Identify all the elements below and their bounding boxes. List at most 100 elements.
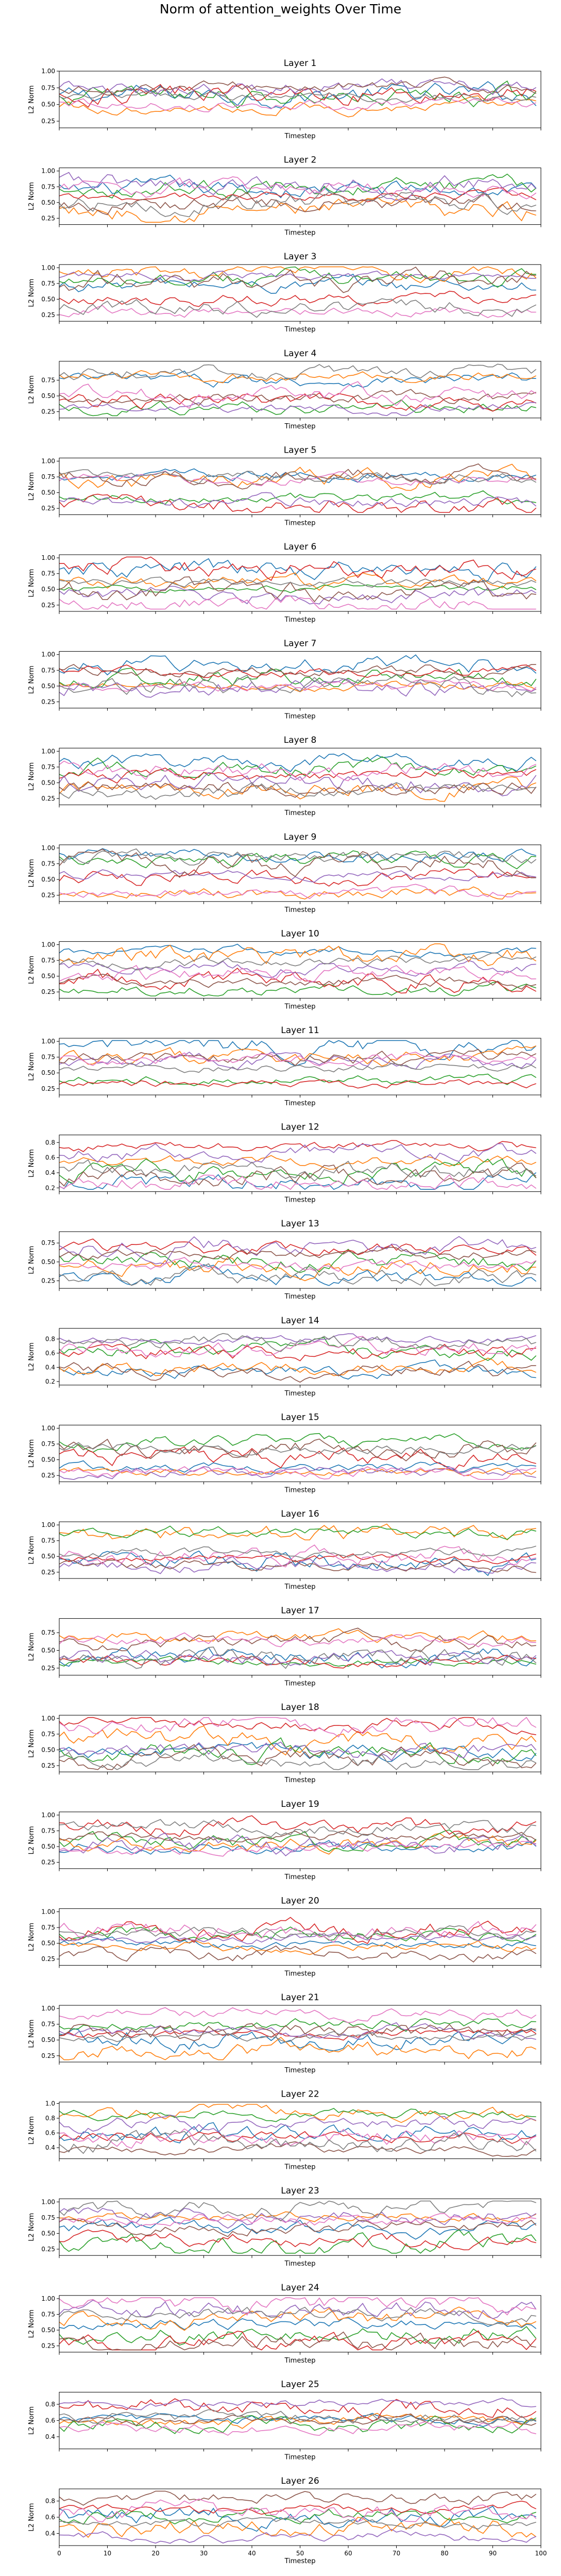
y-tick-label: 0.75 [41,1629,55,1636]
series-line-7 [59,2297,536,2316]
y-tick-label: 0.50 [41,2326,55,2334]
series-line-4 [59,290,536,307]
y-tick-label: 0.25 [41,1859,55,1866]
series-line-6 [59,2218,537,2237]
y-tick-label: 0.25 [41,988,55,995]
series-line-6 [59,1945,537,1963]
y-axis-label: L2 Norm [28,2116,36,2145]
series-line-8 [59,1752,537,1770]
x-axis-label: Timestep [284,2260,316,2268]
series-line-8 [59,2130,537,2154]
subplot-title: Layer 1 [284,58,317,69]
series-line-8 [59,1819,536,1837]
series-line-4 [59,1717,536,1735]
series-line-1 [59,1550,536,1576]
series-line-8 [59,2306,536,2325]
subplot-title: Layer 18 [281,1702,319,1713]
series-line-3 [59,668,537,688]
y-tick-label: 0.25 [41,1955,55,1963]
series-line-1 [59,1742,537,1762]
x-axis-label: Timestep [284,1776,316,1784]
y-tick-label: 1.00 [41,941,55,949]
series-line-3 [59,1337,537,1361]
subplot-layer-9: Layer 9 0.25 0.50 0.75 1.00 Timestep L2 Norm [28,832,541,914]
y-tick-label: 0.50 [41,1746,55,1753]
subplot-title: Layer 13 [281,1219,319,1229]
series-line-8 [59,1333,536,1352]
y-tick-label: 0.75 [41,667,55,674]
series-line-2 [59,95,536,118]
series-line-2 [59,1257,536,1282]
series-line-7 [59,1257,537,1272]
subplot-layer-12: Layer 12 0.2 0.4 0.6 0.8 Timestep L2 Norm [28,1122,541,1204]
series-line-3 [59,266,536,288]
subplot-layer-8: Layer 8 0.25 0.50 0.75 1.00 Timestep L2 Norm [28,735,541,817]
series-line-8 [59,1647,537,1669]
y-tick-label: 0.75 [41,183,55,190]
series-line-5 [59,492,537,508]
series-line-7 [59,595,536,610]
x-tick-label: 70 [393,2550,400,2557]
y-tick-label: 0.75 [41,1440,55,1448]
y-tick-label: 0.25 [41,1665,55,1672]
y-tick-label: 0.4 [45,1169,55,1176]
y-tick-label: 0.50 [41,199,55,206]
series-line-5 [59,172,537,202]
series-line-4 [59,187,537,203]
series-line-6 [59,663,536,679]
x-axis-label: Timestep [284,616,316,624]
series-line-4 [59,493,537,513]
y-tick-label: 0.50 [41,1553,55,1560]
y-tick-label: 1.00 [41,2005,55,2012]
x-tick-label: 30 [200,2550,208,2557]
y-tick-label: 1.00 [41,2198,55,2205]
series-line-3 [59,1829,537,1852]
y-tick-label: 1.00 [41,458,55,465]
series-line-3 [59,2229,537,2254]
subplot-title: Layer 19 [281,1799,319,1809]
series-line-8 [59,1925,536,1940]
axes-frame [59,2198,541,2256]
y-tick-label: 0.75 [41,570,55,577]
series-line-7 [59,965,536,983]
x-axis-label: Timestep [284,1680,316,1688]
series-line-7 [59,1921,537,1943]
series-lines [59,943,537,996]
y-tick-label: 0.50 [41,1456,55,1464]
subplot-title: Layer 21 [281,1992,319,2003]
series-line-5 [59,869,536,883]
y-tick-label: 1.00 [41,1908,55,1916]
x-axis-label: Timestep [284,809,316,817]
series-line-4 [59,1917,536,1945]
y-tick-label: 0.4 [45,2144,55,2151]
series-line-6 [59,849,536,878]
y-tick-label: 0.25 [41,2246,55,2253]
series-line-3 [59,2326,537,2346]
series-line-6 [59,1831,537,1842]
y-axis-label: L2 Norm [28,1826,36,1854]
series-line-4 [59,1654,536,1669]
series-line-2 [59,943,537,967]
subplot-layer-10: Layer 10 0.25 0.50 0.75 1.00 Timestep L2 Norm [28,928,541,1010]
y-tick-label: 0.75 [41,763,55,771]
series-line-7 [59,176,537,200]
y-tick-label: 0.50 [41,392,55,400]
subplot-title: Layer 10 [281,928,319,939]
series-line-2 [59,1155,537,1170]
series-line-2 [59,2211,537,2223]
series-lines [59,2104,537,2157]
series-line-7 [59,1174,537,1190]
series-line-4 [59,392,537,412]
series-line-8 [59,1263,536,1287]
x-tick-label: 60 [344,2550,352,2557]
y-tick-label: 0.4 [45,1364,55,1371]
series-lines [59,172,537,223]
series-line-2 [59,266,537,284]
subplot-title: Layer 15 [281,1412,319,1422]
y-tick-label: 0.25 [41,118,55,125]
y-axis-label: L2 Norm [28,859,36,887]
y-axis-label: L2 Norm [28,1730,36,1758]
series-line-4 [59,1446,536,1471]
series-line-5 [59,678,537,698]
series-line-7 [59,1466,536,1480]
